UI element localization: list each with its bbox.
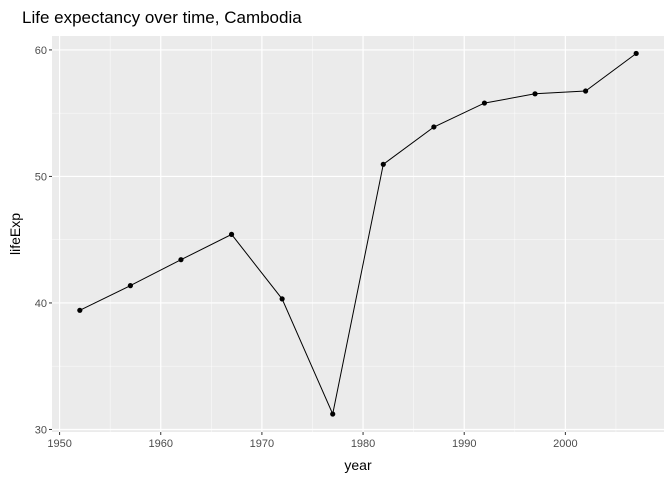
data-point	[481, 100, 488, 106]
data-series	[77, 50, 639, 417]
x-tick-label: 1970	[250, 438, 274, 450]
x-tick-label: 2000	[553, 438, 577, 450]
data-point	[431, 124, 437, 130]
y-tick-label: 50	[35, 171, 47, 183]
data-point	[279, 296, 285, 302]
data-point	[228, 231, 235, 237]
y-axis: 30 40 50 60	[35, 45, 52, 436]
data-point	[532, 91, 538, 97]
data-point	[178, 257, 184, 263]
y-tick-label: 40	[35, 298, 47, 310]
x-tick-label: 1990	[452, 438, 476, 450]
x-tick-label: 1950	[47, 438, 71, 450]
data-point	[380, 161, 386, 167]
y-axis-title: lifeExp	[7, 213, 23, 255]
y-tick-label: 60	[35, 45, 47, 57]
data-point	[583, 88, 589, 94]
chart-title: Life expectancy over time, Cambodia	[22, 8, 302, 27]
y-tick-label: 30	[35, 424, 47, 436]
x-axis: 1950 1960 1970 1980 1990 2000	[47, 432, 578, 450]
x-axis-title: year	[344, 457, 372, 473]
x-tick-label: 1960	[149, 438, 173, 450]
data-point	[77, 307, 83, 313]
x-tick-label: 1980	[351, 438, 375, 450]
plot-panel	[52, 36, 664, 432]
data-point	[127, 283, 133, 289]
data-point	[633, 50, 639, 57]
minor-gridlines	[52, 36, 664, 432]
series-line	[79, 53, 637, 416]
data-point	[330, 411, 336, 417]
major-gridlines	[52, 36, 664, 432]
